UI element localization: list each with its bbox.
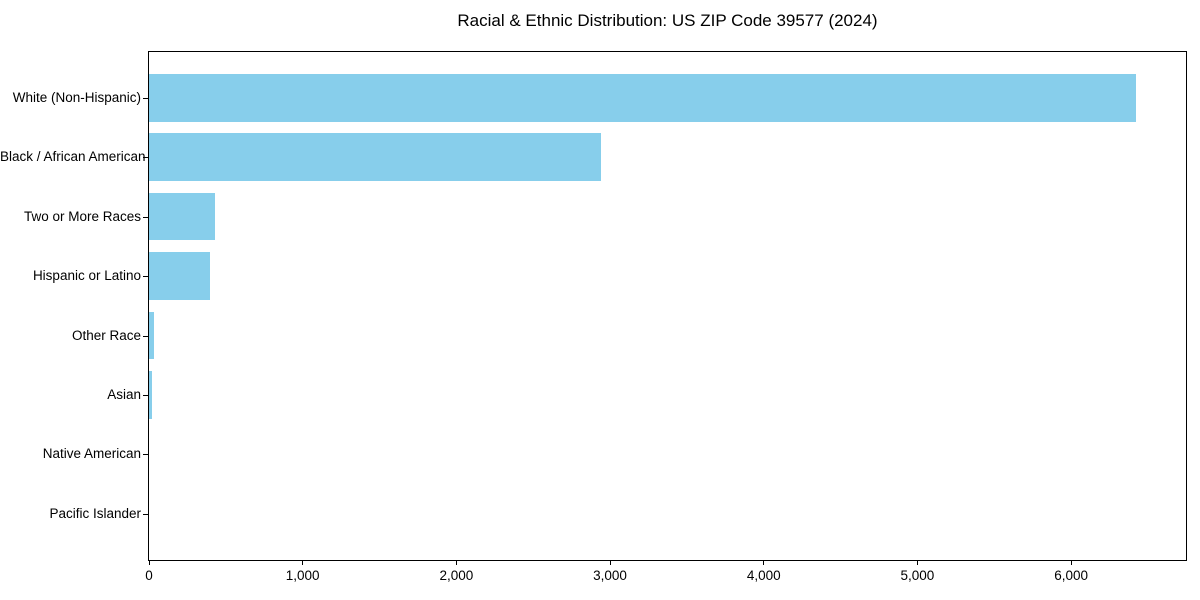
y-tick-label: Two or More Races [23,208,141,224]
x-tick [302,560,304,565]
x-tick-label: 4,000 [746,568,781,583]
y-tick [143,276,148,278]
bar [149,252,211,300]
bar [149,311,154,360]
x-tick [609,560,611,565]
y-tick-label: Native American [42,446,141,462]
plot-area: White (Non-Hispanic) Black / African Amer… [0,51,1187,583]
x-tick-label: 5,000 [900,568,935,583]
x-tick-label: 3,000 [593,568,627,583]
bar [149,192,216,241]
x-tick-label: 6,000 [1054,568,1088,583]
y-tick [143,454,148,456]
bar [149,133,601,181]
y-tick-label: Black / African American [0,149,146,165]
x-tick-label: 1,000 [285,568,320,583]
x-tick-label: 2,000 [439,568,474,583]
x-tick [148,560,150,565]
chart-title: Racial & Ethnic Distribution: US ZIP Cod… [457,11,878,30]
bar [149,74,1136,122]
y-tick-label: Asian [107,387,141,402]
y-tick [143,513,148,515]
y-tick-label: Other Race [71,327,141,343]
bar [149,371,153,419]
y-tick-label: Pacific Islander [49,505,141,521]
y-tick [143,335,148,337]
x-tick [455,560,457,565]
y-tick [143,97,148,99]
x-tick-label: 0 [145,568,153,583]
x-tick [1070,560,1072,565]
x-tick [916,560,918,565]
y-tick-label: Hispanic or Latino [32,268,141,284]
y-tick [143,157,148,159]
y-tick [143,395,148,396]
y-tick-label: White (Non-Hispanic) [12,89,141,105]
x-tick [763,560,765,565]
y-tick [143,216,148,218]
